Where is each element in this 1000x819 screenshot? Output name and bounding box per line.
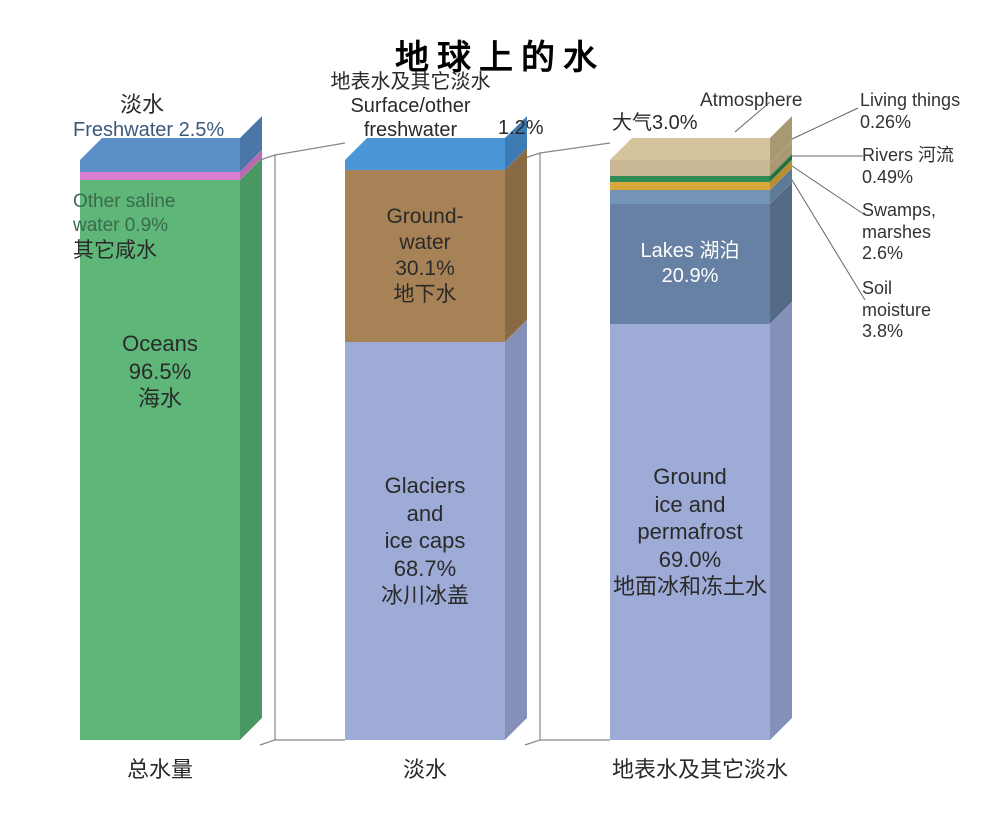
othersaline-l2: water 0.9% <box>73 215 168 236</box>
lakes-label: Lakes 湖泊 20.9% <box>610 239 770 289</box>
surface-ext-pct: 1.2% <box>498 116 544 140</box>
seg-freshwater <box>80 160 240 172</box>
bar3-top <box>610 138 792 160</box>
groundwater-label: Ground- water 30.1% 地下水 <box>345 204 505 309</box>
seg-oceans: Oceans 96.5% 海水 <box>80 180 240 740</box>
atmosphere-ext-left: 大气3.0% <box>612 111 698 135</box>
permafrost-label: Ground ice and permafrost 69.0% 地面冰和冻土水 <box>610 463 770 601</box>
bar-surface-water: Lakes 湖泊 20.9% Ground ice and permafrost… <box>610 160 770 740</box>
bar1-bottom-label: 总水量 <box>80 752 240 784</box>
surface-ext: 地表水及其它淡水 Surface/other freshwater <box>318 70 503 142</box>
seg-permafrost: Ground ice and permafrost 69.0% 地面冰和冻土水 <box>610 324 770 740</box>
living-ext: Living things 0.26% <box>860 90 960 133</box>
oceans-label: Oceans 96.5% 海水 <box>80 330 240 413</box>
glaciers-label: Glaciers and ice caps 68.7% 冰川冰盖 <box>345 472 505 610</box>
seg-glaciers-side <box>505 320 527 740</box>
othersaline-ext: Other saline water 0.9% 其它咸水 <box>73 190 175 264</box>
seg-groundwater-side <box>505 148 527 342</box>
bar3-bottom-label: 地表水及其它淡水 <box>590 752 810 784</box>
seg-lakes: Lakes 湖泊 20.9% <box>610 204 770 324</box>
seg-atmo <box>610 164 770 176</box>
seg-glaciers: Glaciers and ice caps 68.7% 冰川冰盖 <box>345 342 505 740</box>
seg-othersaline <box>80 172 240 180</box>
seg-oceans-side <box>240 158 262 740</box>
othersaline-l1: Other saline <box>73 191 175 212</box>
seg-permafrost-side <box>770 302 792 740</box>
seg-swamps <box>610 182 770 190</box>
seg-lakes-side <box>770 182 792 324</box>
bar2-bottom-label: 淡水 <box>345 752 505 784</box>
swamps-ext: Swamps, marshes 2.6% <box>862 200 936 265</box>
seg-groundwater: Ground- water 30.1% 地下水 <box>345 170 505 342</box>
seg-surface <box>345 160 505 170</box>
soil-ext: Soil moisture 3.8% <box>862 278 931 343</box>
rivers-ext: Rivers 河流 0.49% <box>862 145 954 188</box>
freshwater-ext-en: Freshwater 2.5% <box>73 118 224 142</box>
bar-freshwater: Ground- water 30.1% 地下水 Glaciers and ice… <box>345 160 505 740</box>
othersaline-l3: 其它咸水 <box>73 239 157 262</box>
freshwater-ext-cn: 淡水 <box>120 92 164 118</box>
atmosphere-ext: Atmosphere <box>700 90 802 113</box>
seg-soil <box>610 190 770 204</box>
